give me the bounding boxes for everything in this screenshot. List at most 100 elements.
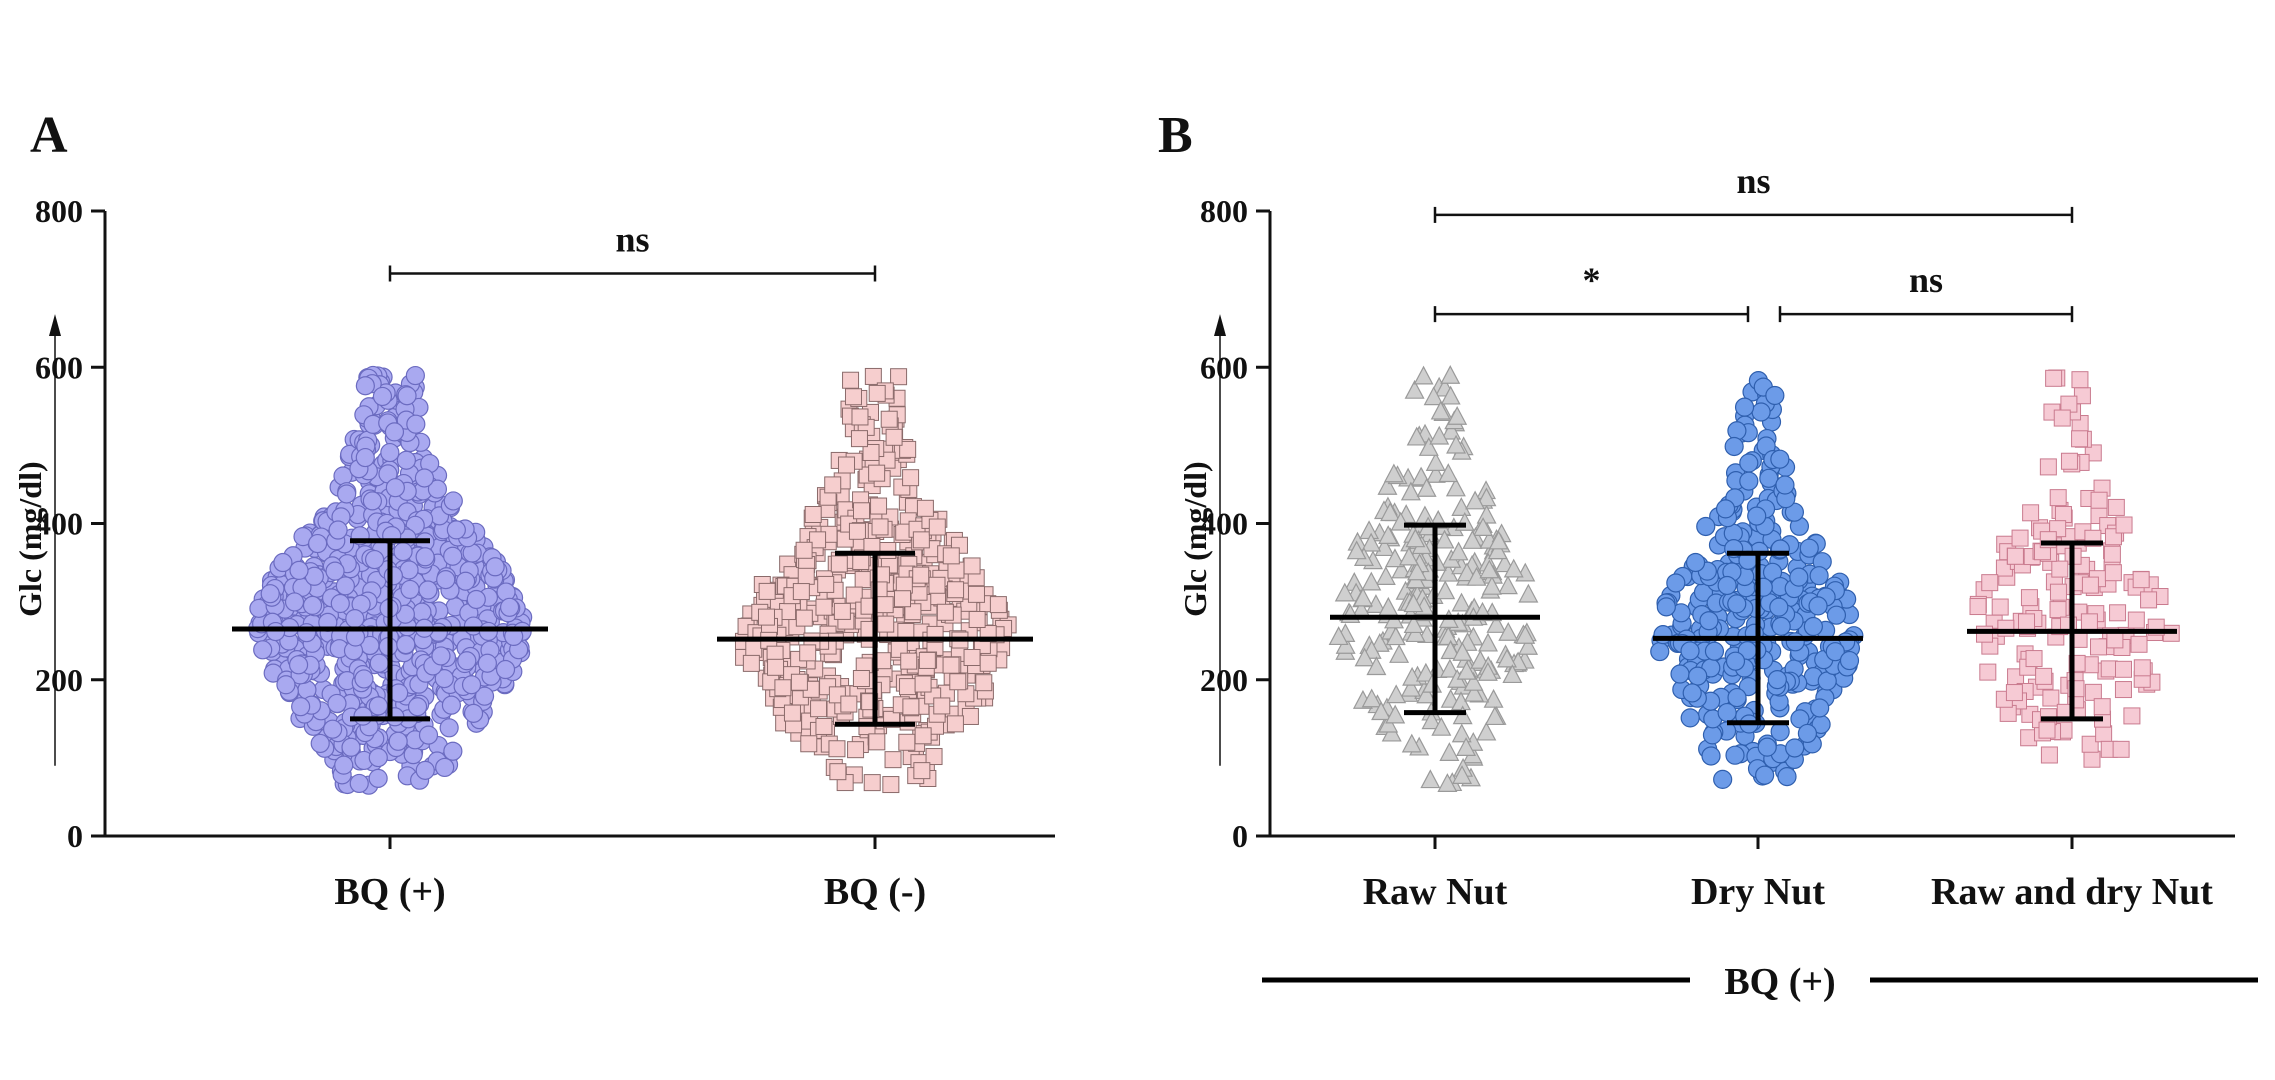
- data-point-bq: [362, 491, 383, 511]
- data-point-raw-nut: [1445, 477, 1466, 497]
- data-point-raw-nut: [1420, 769, 1441, 789]
- data-point-raw-and-dry-nut: [2049, 489, 2067, 507]
- data-point-bq: [758, 582, 776, 600]
- data-point-raw-and-dry-nut: [2022, 504, 2040, 522]
- data-point-bq: [380, 442, 400, 463]
- data-point-bq: [418, 580, 438, 600]
- data-point-raw-nut: [1400, 677, 1421, 697]
- data-point-bq: [871, 518, 889, 536]
- data-point-raw-nut: [1423, 386, 1444, 406]
- data-point-dry-nut: [1739, 471, 1759, 491]
- data-point-bq: [902, 469, 920, 487]
- data-point-bq: [431, 646, 451, 666]
- data-point-bq: [848, 522, 866, 540]
- data-point-raw-and-dry-nut: [2039, 458, 2057, 476]
- data-point-raw-and-dry-nut: [1991, 598, 2009, 616]
- data-point-raw-and-dry-nut: [2035, 667, 2053, 685]
- data-point-dry-nut: [1727, 687, 1747, 708]
- y-tick-label: 600: [35, 349, 83, 385]
- y-tick-label: 800: [1200, 193, 1248, 229]
- data-point-raw-nut: [1488, 530, 1509, 550]
- data-point-raw-and-dry-nut: [2071, 371, 2089, 389]
- data-point-bq: [899, 678, 917, 696]
- data-point-bq: [441, 695, 462, 715]
- data-point-dry-nut: [1653, 625, 1673, 645]
- data-point-bq: [817, 575, 835, 593]
- data-point-dry-nut: [1704, 641, 1725, 661]
- data-point-bq: [463, 703, 484, 723]
- y-tick-label: 800: [35, 193, 83, 229]
- data-point-raw-nut: [1478, 632, 1499, 652]
- data-point-raw-nut: [1435, 580, 1456, 600]
- panel-a-chart: 0 200 400 600 800 Glc (mg/dl) BQ (+) BQ (-) ns: [12, 193, 1055, 913]
- data-point-raw-nut: [1400, 481, 1421, 501]
- data-point-bq: [323, 719, 343, 739]
- data-point-raw-nut: [1462, 530, 1483, 549]
- y-axis-title: Glc (mg/dl): [1177, 461, 1213, 617]
- series-raw-and-dry-nut: [1969, 369, 2180, 768]
- data-point-bq: [414, 468, 435, 488]
- data-point-bq: [946, 715, 964, 733]
- data-point-raw-nut: [1473, 517, 1494, 536]
- panel-b-letter: B: [1158, 107, 1193, 164]
- panel-b-chart: 0 200 400 600 800 Glc (mg/dl) Raw Nut Dry Nut Ra…: [1177, 161, 2258, 983]
- data-point-bq: [833, 602, 851, 620]
- data-point-bq: [928, 576, 946, 594]
- data-point-bq: [439, 718, 459, 738]
- data-point-raw-and-dry-nut: [2133, 659, 2151, 677]
- error-bar-raw-nut: [1330, 522, 1540, 716]
- data-point-bq: [868, 464, 886, 482]
- data-point-bq: [790, 673, 808, 691]
- data-point-raw-nut: [1486, 614, 1507, 633]
- data-point-raw-nut: [1502, 664, 1523, 684]
- data-point-bq: [310, 733, 330, 754]
- data-point-raw-nut: [1378, 713, 1399, 733]
- data-point-bq: [767, 658, 785, 676]
- data-point-bq: [291, 697, 311, 717]
- data-point-bq: [393, 542, 413, 562]
- data-point-bq: [868, 733, 886, 751]
- series-raw-nut: [1328, 365, 1539, 792]
- significance-label: ns: [1909, 260, 1943, 300]
- data-point-dry-nut: [1839, 650, 1860, 671]
- data-point-raw-nut: [1451, 592, 1472, 612]
- significance-bracket: ns: [388, 220, 877, 282]
- data-point-bq: [477, 653, 497, 673]
- data-point-bq: [852, 669, 870, 687]
- data-point-dry-nut: [1810, 698, 1830, 718]
- data-point-bq: [418, 725, 439, 745]
- significance-label: *: [1583, 260, 1601, 300]
- data-point-bq: [898, 733, 916, 751]
- data-point-raw-and-dry-nut: [2114, 660, 2132, 678]
- data-point-raw-nut: [1416, 684, 1437, 704]
- data-point-raw-nut: [1415, 662, 1436, 682]
- data-point-bq: [335, 576, 355, 596]
- data-point-raw-and-dry-nut: [2081, 576, 2099, 594]
- data-point-raw-nut: [1405, 528, 1426, 548]
- data-point-raw-and-dry-nut: [2042, 689, 2060, 707]
- data-point-raw-nut: [1446, 434, 1467, 454]
- data-point-raw-nut: [1456, 562, 1477, 582]
- data-point-bq: [474, 686, 495, 706]
- data-point-dry-nut: [1696, 516, 1716, 537]
- data-point-bq: [327, 693, 347, 714]
- data-point-raw-and-dry-nut: [2071, 430, 2089, 448]
- y-tick-label: 400: [35, 506, 83, 542]
- data-point-raw-and-dry-nut: [2103, 545, 2121, 563]
- data-point-raw-nut: [1389, 644, 1410, 663]
- data-point-raw-nut: [1371, 701, 1392, 721]
- data-point-dry-nut: [1765, 385, 1785, 406]
- data-point-raw-nut: [1456, 660, 1477, 680]
- y-tick-label: 200: [1200, 662, 1248, 698]
- data-point-raw-nut: [1383, 463, 1404, 483]
- data-point-raw-nut: [1515, 624, 1536, 644]
- significance-bracket: *: [1433, 260, 1750, 323]
- data-point-raw-nut: [1518, 635, 1539, 655]
- data-point-bq: [412, 602, 432, 622]
- data-point-dry-nut: [1785, 738, 1805, 758]
- data-point-bq: [947, 581, 965, 599]
- data-point-raw-nut: [1377, 475, 1398, 495]
- data-point-dry-nut: [1759, 468, 1779, 488]
- data-point-bq: [499, 597, 520, 617]
- data-point-raw-and-dry-nut: [1969, 598, 1987, 616]
